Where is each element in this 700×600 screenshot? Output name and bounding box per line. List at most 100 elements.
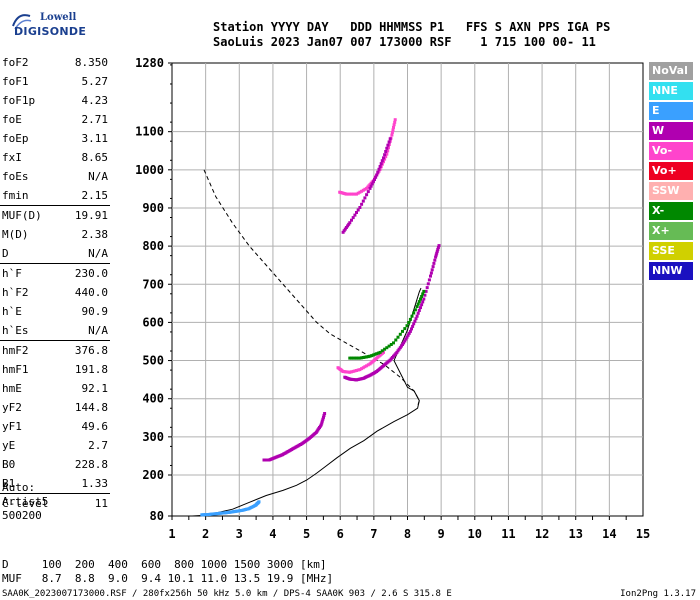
echo-point: [376, 351, 380, 355]
param-row: MUF(D) 19.91: [2, 209, 108, 224]
echo-point: [429, 271, 433, 275]
echo-point: [356, 208, 360, 212]
echo-point: [389, 343, 393, 346]
param-row: h`F2 440.0: [2, 286, 108, 301]
echo-point: [322, 415, 325, 419]
echo-point: [382, 156, 385, 160]
echo-point: [358, 190, 362, 194]
param-key: fmin: [2, 189, 29, 202]
param-key: h`Es: [2, 324, 29, 337]
echo-point: [348, 221, 352, 225]
echo-point: [369, 184, 373, 188]
echo-point: [402, 341, 406, 345]
y-tick-label: 500: [142, 354, 164, 368]
echo-point: [348, 370, 352, 374]
echo-point: [386, 149, 390, 153]
echo-point: [361, 356, 365, 359]
echo-point: [412, 322, 416, 326]
echo-point: [355, 356, 358, 360]
echo-point: [358, 368, 362, 372]
echo-point: [417, 309, 421, 312]
echo-point: [351, 356, 355, 360]
echo-point: [371, 180, 375, 184]
echo-point: [363, 187, 367, 191]
autoscaling-info: Auto: Artist5 500200: [2, 481, 48, 523]
echo-point: [420, 295, 424, 298]
echo-point: [420, 303, 424, 307]
param-key: MUF(D): [2, 209, 42, 222]
param-separator: [0, 205, 110, 206]
echo-point: [366, 355, 370, 359]
param-row: yF2 144.8: [2, 401, 108, 416]
echo-point: [387, 344, 391, 348]
echo-point: [435, 251, 439, 255]
echo-point: [403, 339, 407, 343]
echo-point: [370, 354, 374, 358]
x-tick-label: 2: [202, 527, 209, 541]
param-row: h`E 90.9: [2, 305, 108, 320]
echo-point: [365, 355, 369, 359]
echo-point: [391, 128, 395, 132]
param-value: N/A: [88, 247, 108, 260]
echo-point: [401, 329, 404, 333]
file-info: SAA0K_2023007173000.RSF / 280fx256h 50 k…: [2, 589, 452, 599]
param-value: 2.15: [81, 189, 109, 202]
param-value: 1.33: [81, 477, 109, 490]
param-key: yF1: [2, 420, 22, 433]
param-value: 11: [94, 497, 108, 510]
logo-swirl-icon: [12, 14, 32, 30]
echo-point: [348, 192, 352, 196]
echo-point: [437, 244, 441, 248]
header-line2: SaoLuis 2023 Jan07 007 173000 RSF 1 715 …: [213, 35, 596, 49]
echo-point: [371, 353, 375, 357]
echo-point: [410, 327, 413, 331]
x-tick-label: 11: [501, 527, 515, 541]
echo-point: [361, 188, 365, 192]
echo-point: [356, 356, 360, 360]
param-row: D N/A: [2, 247, 108, 262]
param-value: 5.27: [81, 75, 109, 88]
auto-label: Auto:: [2, 481, 36, 494]
echo-point: [321, 417, 325, 421]
param-separator: [0, 340, 110, 341]
echo-point: [375, 173, 379, 177]
echo-point: [360, 367, 364, 371]
echo-point: [422, 289, 426, 293]
param-key: foF1: [2, 75, 29, 88]
echo-point: [344, 226, 348, 229]
echo-point: [387, 140, 391, 144]
echo-point: [350, 192, 353, 196]
param-key: yF2: [2, 401, 22, 414]
echo-point: [370, 182, 374, 186]
param-value: 8.65: [81, 151, 109, 164]
echo-point: [421, 300, 425, 304]
echo-point: [347, 222, 351, 226]
param-value: 228.8: [74, 458, 108, 471]
echo-point: [407, 321, 411, 324]
echo-point: [365, 364, 369, 368]
logo-line1: Lowell: [40, 12, 77, 23]
param-key: M(D): [2, 228, 29, 241]
echo-point: [393, 120, 397, 124]
param-key: hmF2: [2, 344, 29, 357]
x-tick-label: 7: [370, 527, 377, 541]
echo-point: [423, 293, 427, 297]
echo-point: [363, 365, 367, 369]
x-tick-label: 6: [337, 527, 344, 541]
distance-row: D 100 200 400 600 800 1000 1500 3000 [km…: [2, 558, 327, 571]
param-value: 92.1: [81, 382, 109, 395]
echo-point: [396, 349, 400, 353]
echo-point: [353, 213, 357, 217]
y-tick-label: 600: [142, 315, 164, 329]
echo-point: [358, 206, 362, 209]
echo-point: [430, 268, 434, 272]
param-row: fmin 2.15: [2, 189, 108, 204]
param-key: foF2: [2, 56, 29, 69]
param-row: hmE 92.1: [2, 382, 108, 397]
param-row: foE 2.71: [2, 113, 108, 128]
echo-point: [378, 165, 382, 168]
x-tick-label: 1: [168, 527, 175, 541]
param-value: 4.23: [81, 94, 109, 107]
echo-point: [361, 366, 365, 370]
